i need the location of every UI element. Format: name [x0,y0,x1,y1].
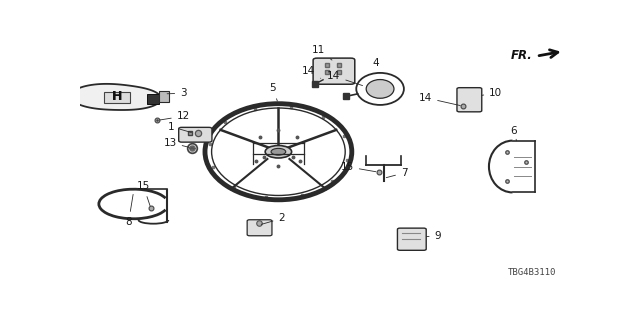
Text: H: H [112,90,122,103]
Ellipse shape [265,146,292,158]
Ellipse shape [271,148,285,155]
Text: TBG4B3110: TBG4B3110 [508,268,556,277]
Text: 7: 7 [386,168,408,178]
FancyBboxPatch shape [179,127,212,142]
Polygon shape [70,84,161,110]
Text: 8: 8 [125,195,133,227]
Text: 15: 15 [137,181,150,206]
Text: 3: 3 [167,88,187,98]
Text: 10: 10 [482,88,502,98]
Text: 5: 5 [269,84,277,101]
FancyBboxPatch shape [457,88,482,112]
Bar [147,94,159,104]
Text: FR.: FR. [511,49,532,62]
Ellipse shape [366,80,394,98]
FancyBboxPatch shape [397,228,426,250]
Text: 15: 15 [340,162,376,172]
Text: 14: 14 [302,66,321,78]
Text: 14: 14 [419,93,460,106]
Text: 12: 12 [159,111,190,121]
Text: 13: 13 [163,138,189,148]
Text: 9: 9 [426,231,441,241]
Text: 2: 2 [261,213,285,224]
Text: 4: 4 [372,58,380,73]
Polygon shape [159,92,169,102]
Text: 6: 6 [511,126,517,141]
Text: H: H [112,90,122,103]
FancyBboxPatch shape [104,92,130,103]
Text: 11: 11 [312,45,332,60]
Text: 1: 1 [168,122,191,132]
FancyBboxPatch shape [247,220,272,236]
FancyBboxPatch shape [313,58,355,84]
Text: 14: 14 [327,71,363,85]
